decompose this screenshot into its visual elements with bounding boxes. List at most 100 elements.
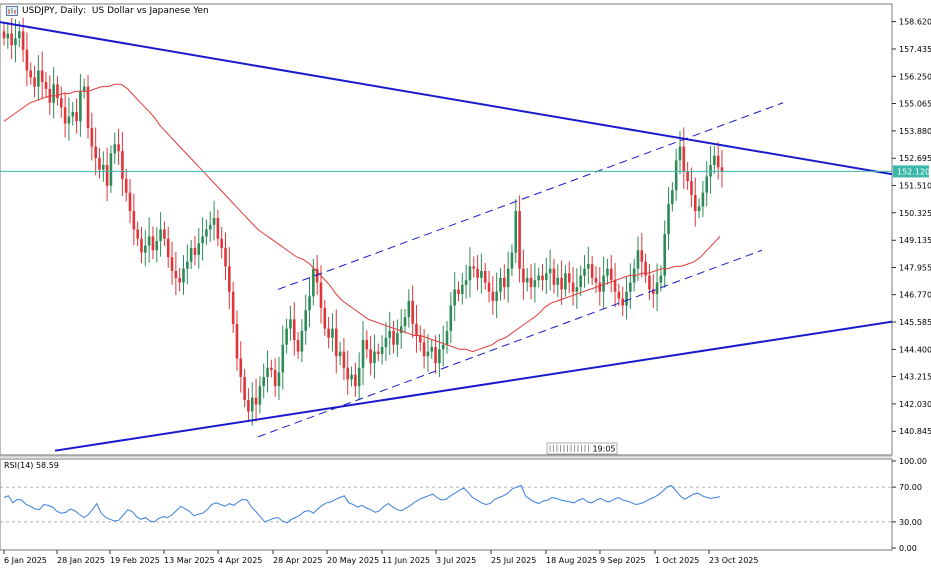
candle-body: [529, 277, 533, 288]
y-tick-label: 142.030: [899, 400, 931, 409]
candle-body: [166, 238, 170, 258]
candle-body: [231, 291, 235, 324]
candle: [250, 382, 254, 426]
x-tick-label: 18 Aug 2025: [546, 556, 597, 565]
candle-body: [14, 38, 17, 46]
candle-body: [594, 277, 598, 283]
candle-body: [124, 178, 128, 193]
candlestick-series: [0, 17, 893, 452]
candle: [396, 319, 399, 357]
candle: [537, 267, 540, 288]
rsi-tick-label: 100.00: [899, 457, 927, 466]
candle-body: [338, 351, 342, 357]
candle: [426, 334, 430, 372]
candle: [648, 263, 651, 300]
candle-body: [258, 386, 262, 405]
descending-trendline: [0, 21, 893, 176]
candle-body: [235, 323, 239, 359]
candle-body: [354, 374, 357, 387]
candle-body: [170, 257, 174, 271]
moving-average-line: [3, 83, 721, 353]
candle: [44, 72, 48, 98]
candle: [308, 277, 311, 328]
candle: [140, 226, 143, 264]
candle: [342, 338, 346, 380]
candle: [90, 112, 94, 161]
candle: [201, 217, 204, 261]
candle: [63, 91, 67, 138]
candle: [480, 253, 483, 294]
candle: [174, 251, 178, 296]
candle-body: [579, 275, 582, 288]
candle: [640, 232, 644, 278]
candle-body: [228, 266, 231, 292]
candle: [445, 320, 449, 354]
candle: [472, 256, 476, 278]
candle-body: [636, 250, 640, 269]
candle: [690, 167, 693, 208]
candle: [709, 145, 712, 194]
candle: [411, 285, 414, 338]
candle-body: [648, 275, 651, 290]
candle: [583, 255, 586, 288]
candle-body: [709, 164, 712, 177]
candle-body: [52, 84, 55, 103]
candle: [506, 251, 510, 303]
candle-body: [621, 298, 625, 306]
candle: [193, 236, 197, 266]
candle-body: [365, 340, 369, 350]
candle-body: [426, 351, 430, 357]
candle: [312, 258, 315, 306]
candle-body: [693, 194, 697, 212]
chart-symbol: USDJPY: [22, 6, 55, 16]
candle: [403, 308, 407, 334]
candle: [533, 262, 537, 303]
candle-body: [71, 111, 75, 117]
candle: [2, 23, 6, 46]
candle-body: [674, 160, 678, 191]
candle: [285, 318, 288, 354]
candle-body: [361, 340, 365, 368]
candle: [243, 368, 246, 408]
candle: [606, 258, 609, 285]
y-tick-label: 156.250: [899, 72, 931, 81]
candle-body: [350, 374, 353, 380]
candle-body: [193, 247, 197, 255]
candle-body: [487, 282, 491, 292]
candle: [587, 246, 590, 285]
candle: [365, 330, 369, 359]
candle: [327, 316, 330, 349]
candle-body: [682, 146, 686, 172]
candle: [556, 264, 560, 298]
candle-body: [376, 351, 380, 354]
title-comma: ,: [54, 6, 58, 16]
candle-body: [625, 291, 628, 306]
candle: [464, 264, 468, 299]
candle-body: [483, 270, 487, 283]
y-tick-label: 145.585: [899, 318, 931, 327]
candle: [189, 239, 193, 270]
candle-body: [575, 287, 579, 292]
current-price-tag: [893, 165, 929, 178]
candle: [59, 86, 63, 118]
chart-title: USDJPY, Daily: US Dollar vs Japanese Yen: [6, 4, 209, 18]
candle: [197, 227, 201, 269]
candle: [457, 281, 460, 302]
candle: [354, 362, 357, 397]
candle-body: [701, 192, 705, 207]
axes: 158.620 157.435 156.250 155.065 153.880 152.6…: [3, 18, 931, 565]
candle-body: [491, 291, 495, 301]
candle-body: [495, 291, 498, 301]
y-tick-label: 152.695: [899, 154, 931, 163]
chart-window-icon[interactable]: [6, 6, 18, 16]
rsi-name: RSI(14): [4, 461, 34, 470]
candle-body: [716, 155, 720, 168]
candle-body: [671, 190, 674, 205]
candle-body: [346, 367, 350, 380]
candle-body: [159, 229, 162, 242]
candle: [705, 161, 709, 207]
candle: [361, 320, 365, 385]
candle: [231, 281, 235, 333]
candle: [392, 320, 395, 354]
